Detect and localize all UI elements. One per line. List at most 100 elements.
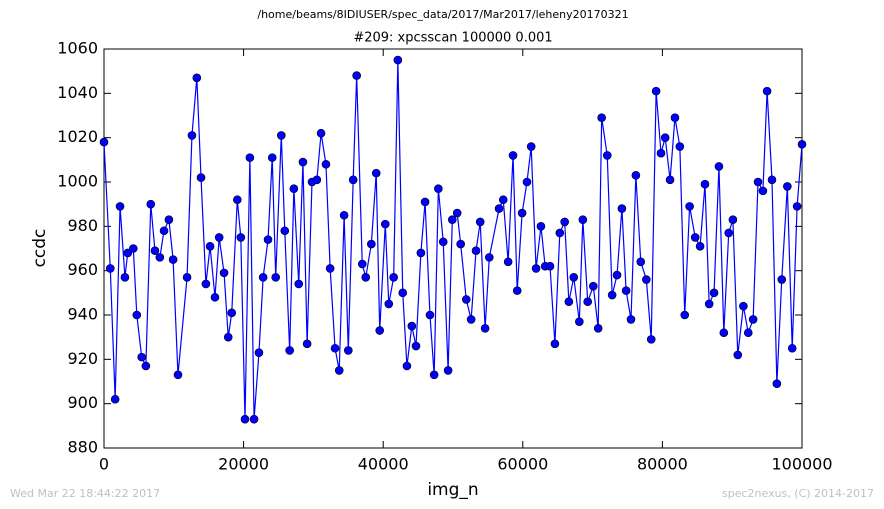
data-point: [522, 177, 532, 187]
data-point: [240, 414, 250, 424]
data-point: [168, 255, 178, 264]
data-point: [680, 310, 690, 320]
footer-left: Wed Mar 22 18:44:22 2017: [10, 487, 160, 500]
y-tick-label: 1000: [57, 172, 98, 191]
data-point: [298, 157, 308, 167]
data-point: [783, 182, 792, 191]
data-point: [443, 366, 453, 375]
y-axis-label: ccdc: [30, 229, 50, 268]
x-tick-label: 80000: [637, 455, 688, 474]
data-point: [352, 71, 361, 80]
data-point: [597, 113, 606, 123]
data-point: [471, 246, 481, 256]
data-point: [575, 317, 584, 326]
data-point: [767, 175, 777, 185]
data-point: [155, 253, 165, 262]
data-point: [407, 321, 417, 331]
data-point: [115, 202, 125, 211]
data-point: [508, 151, 518, 160]
data-point: [777, 275, 787, 284]
data-point: [254, 348, 264, 357]
data-point: [146, 199, 156, 209]
y-tick-label: 920: [67, 349, 98, 368]
data-point: [276, 131, 286, 140]
data-point: [626, 315, 636, 324]
data-point: [223, 332, 233, 342]
data-point: [714, 162, 724, 171]
data-point: [560, 217, 569, 227]
data-point: [588, 281, 598, 291]
data-point: [545, 261, 555, 271]
data-point: [159, 226, 169, 236]
data-point: [797, 140, 807, 149]
data-point: [173, 370, 183, 380]
data-point: [343, 346, 353, 355]
data-point: [709, 288, 719, 298]
data-point: [753, 177, 763, 187]
data-point: [316, 128, 326, 138]
data-point: [452, 208, 462, 218]
data-point: [357, 259, 367, 269]
data-point: [466, 315, 476, 324]
x-tick-label: 40000: [358, 455, 409, 474]
data-point: [642, 275, 651, 284]
chart-title: /home/beams/8IDIUSER/spec_data/2017/Mar2…: [257, 8, 628, 21]
data-point: [201, 279, 211, 289]
data-point: [660, 133, 670, 142]
data-point: [480, 323, 490, 333]
x-tick-label: 0: [99, 455, 109, 474]
data-point: [536, 222, 546, 231]
data-point: [380, 219, 390, 229]
data-point: [719, 328, 729, 338]
data-point: [772, 379, 782, 389]
y-tick-label: 1040: [57, 83, 98, 102]
data-point: [105, 264, 115, 273]
data-point: [348, 175, 358, 185]
data-point: [498, 195, 508, 205]
data-point: [434, 184, 443, 193]
data-point: [312, 175, 322, 185]
data-point: [267, 153, 277, 162]
data-point: [196, 173, 206, 182]
y-tick-label: 900: [67, 393, 98, 412]
data-point: [289, 184, 299, 193]
data-point: [602, 151, 612, 160]
y-tick-label: 980: [67, 216, 98, 235]
x-axis-label: img_n: [427, 480, 478, 500]
data-point: [280, 226, 290, 236]
data-point: [99, 137, 109, 147]
data-point: [665, 175, 675, 185]
data-point: [484, 253, 494, 262]
data-point: [227, 308, 237, 318]
data-point: [517, 208, 527, 218]
data-point: [656, 148, 666, 158]
data-point: [555, 228, 565, 238]
data-point: [456, 239, 465, 249]
data-point: [583, 297, 593, 307]
data-point: [739, 301, 748, 311]
data-point: [187, 131, 197, 140]
footer-right: spec2nexus, (C) 2014-2017: [722, 487, 874, 500]
data-point: [205, 241, 215, 251]
data-point: [110, 394, 120, 404]
data-point: [636, 257, 646, 267]
data-point: [420, 197, 430, 207]
data-point: [724, 228, 734, 238]
data-point: [137, 352, 146, 362]
data-point: [670, 113, 680, 123]
data-point: [531, 264, 541, 273]
data-point: [578, 215, 588, 224]
data-point: [429, 370, 439, 380]
data-point: [448, 215, 457, 224]
data-point: [271, 273, 281, 282]
data-point: [675, 142, 685, 151]
data-point: [758, 186, 768, 196]
data-point: [219, 268, 229, 278]
y-tick-label: 1060: [57, 39, 98, 58]
data-point: [503, 257, 513, 267]
data-point: [526, 142, 536, 151]
data-point: [384, 299, 394, 309]
data-point: [438, 237, 448, 247]
